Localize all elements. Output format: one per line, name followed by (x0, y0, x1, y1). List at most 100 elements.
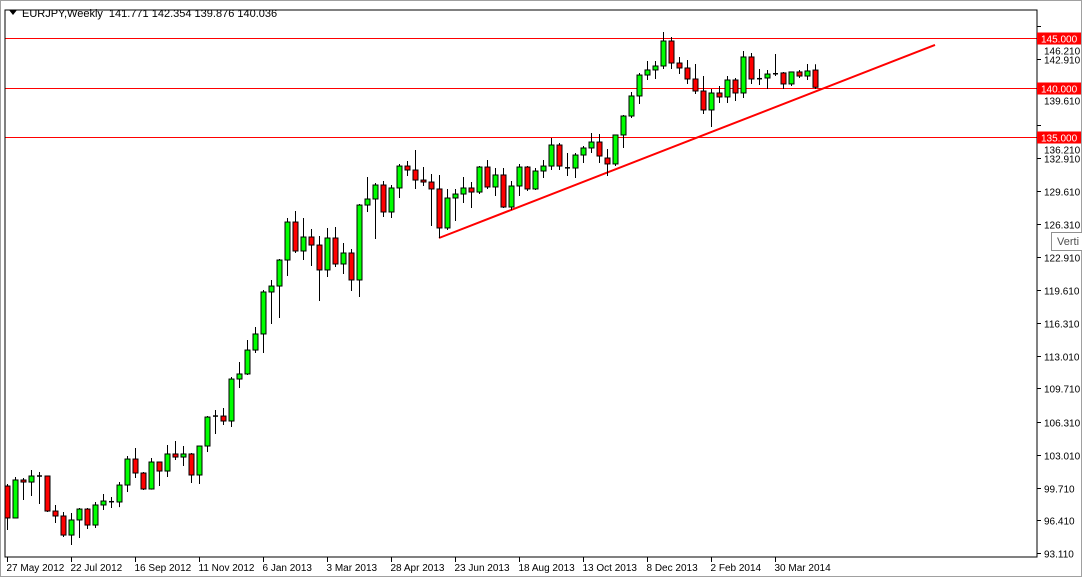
candle (660, 31, 667, 69)
candle-body (420, 179, 427, 183)
candle-body (604, 157, 611, 165)
candle (44, 475, 51, 513)
candle (516, 163, 523, 197)
candle (444, 188, 451, 230)
candle-body (348, 252, 355, 281)
candle-body (532, 170, 539, 190)
candle (652, 61, 659, 79)
candle (740, 51, 747, 98)
dropdown-triangle-icon[interactable] (9, 10, 17, 15)
candle (348, 249, 355, 291)
candle (404, 160, 411, 176)
candle (308, 228, 315, 266)
candle (468, 182, 475, 209)
candle-body (380, 184, 387, 213)
candle (340, 242, 347, 275)
candle-body (316, 244, 323, 271)
candle (148, 458, 155, 490)
candle-body (740, 56, 747, 94)
x-tick-label: 3 Mar 2013 (327, 563, 378, 574)
candle (428, 173, 435, 226)
candle (540, 159, 547, 178)
candle-body (252, 333, 259, 351)
price-level-label-bg (1037, 82, 1081, 95)
trendline[interactable] (438, 44, 936, 239)
candle-body (324, 237, 331, 271)
candle (364, 176, 371, 212)
symbol-timeframe: EURJPY,Weekly (22, 8, 103, 20)
candle-body (308, 236, 315, 246)
candle (780, 71, 787, 90)
candle (764, 69, 771, 90)
candle-body (556, 144, 563, 167)
candle-body (764, 73, 771, 79)
candle (324, 227, 331, 278)
x-tick-label: 8 Dec 2013 (647, 563, 699, 574)
candle-body (692, 78, 699, 92)
candle-body (52, 510, 59, 517)
candle (244, 340, 251, 375)
candle (644, 61, 651, 80)
candle-body (20, 479, 27, 483)
candle (804, 64, 811, 80)
candle (476, 166, 483, 195)
candle (100, 493, 107, 511)
candle (332, 226, 339, 267)
candle-body (292, 221, 299, 252)
candle (260, 290, 267, 354)
price-level-label-bg (1037, 32, 1081, 45)
candle (492, 168, 499, 197)
candle-body (452, 193, 459, 199)
y-tick-label: 142.910 (1044, 56, 1081, 67)
candle (684, 60, 691, 84)
candle-body (476, 166, 483, 193)
candle (109, 497, 114, 509)
candle-body (460, 187, 467, 195)
candle-body (140, 472, 147, 490)
x-tick-label: 22 Jul 2012 (71, 563, 123, 574)
candle (484, 159, 491, 189)
price-level-label-bg (1037, 131, 1081, 144)
candle-body (444, 197, 451, 229)
candle-body (76, 508, 83, 521)
candle-body (660, 40, 667, 67)
y-tick-label: 126.310 (1044, 221, 1081, 232)
candle-body (540, 165, 547, 172)
x-tick-label: 13 Oct 2013 (583, 563, 638, 574)
candle-body (236, 373, 243, 380)
candle-body (468, 187, 475, 193)
candle (164, 445, 171, 477)
candle (228, 377, 235, 427)
candle-body (404, 165, 411, 171)
candle-body (732, 79, 739, 94)
candle (588, 132, 595, 154)
candle (596, 133, 603, 163)
candle-body (4, 485, 11, 519)
candle (213, 409, 218, 435)
candle-body (788, 71, 795, 85)
candle (788, 71, 795, 87)
candle (300, 217, 307, 261)
object-tooltip: Verti (1051, 232, 1082, 251)
candle-body (796, 71, 803, 77)
candle-body (396, 165, 403, 189)
candle (60, 512, 67, 538)
candle (204, 416, 211, 452)
candle-body (500, 174, 507, 208)
candle-body (372, 184, 379, 200)
candle-body (636, 74, 643, 97)
candle (556, 143, 563, 171)
candle (388, 184, 395, 218)
candle (612, 134, 619, 167)
candle (316, 236, 323, 302)
candle (412, 149, 419, 189)
candle-body (244, 349, 251, 375)
candle (620, 115, 627, 148)
candle (12, 476, 19, 519)
y-tick-label: 113.010 (1044, 353, 1080, 364)
candle (812, 64, 819, 89)
candle-body (436, 188, 443, 229)
candle-body (676, 62, 683, 69)
candle (692, 64, 699, 94)
